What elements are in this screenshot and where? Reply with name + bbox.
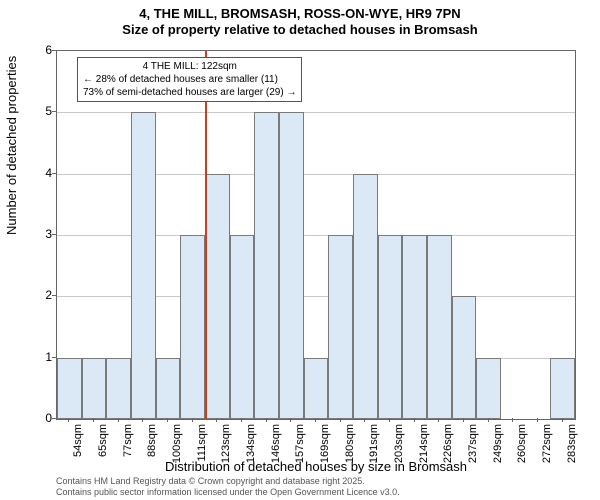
x-tick-label: 77sqm [122, 424, 134, 457]
x-tick-label: 249sqm [492, 424, 504, 463]
x-tick-label: 226sqm [442, 424, 454, 463]
bar [254, 112, 279, 419]
bar [180, 235, 205, 419]
annotation-larger: 73% of semi-detached houses are larger (… [83, 86, 296, 99]
x-tick-label: 203sqm [393, 424, 405, 463]
bar [230, 235, 255, 419]
bar [353, 174, 378, 419]
y-tick-label: 1 [30, 350, 52, 364]
bar [279, 112, 304, 419]
y-tick-label: 0 [30, 411, 52, 425]
x-tick-label: 123sqm [220, 424, 232, 463]
y-tick-label: 5 [30, 104, 52, 118]
y-tick-label: 3 [30, 227, 52, 241]
reference-line [205, 51, 207, 419]
bar [402, 235, 427, 419]
y-tick-label: 4 [30, 166, 52, 180]
bar [205, 174, 230, 419]
x-tick-label: 260sqm [516, 424, 528, 463]
annotation-title: 4 THE MILL: 122sqm [83, 60, 296, 73]
chart-container: 4, THE MILL, BROMSASH, ROSS-ON-WYE, HR9 … [0, 0, 600, 500]
x-tick-label: 111sqm [196, 424, 208, 462]
bar [106, 358, 131, 419]
x-tick-label: 54sqm [72, 424, 84, 457]
x-tick-label: 272sqm [541, 424, 553, 463]
x-tick-label: 157sqm [294, 424, 306, 463]
x-tick-label: 169sqm [319, 424, 331, 463]
footer-line-2: Contains public sector information licen… [56, 487, 400, 498]
bar [378, 235, 403, 419]
x-tick-label: 283sqm [566, 424, 578, 463]
x-tick-label: 180sqm [344, 424, 356, 463]
bar [452, 296, 477, 419]
y-axis-label: Number of detached properties [4, 56, 19, 235]
plot-area: 4 THE MILL: 122sqm← 28% of detached hous… [56, 50, 576, 420]
bar [82, 358, 107, 419]
x-axis-label: Distribution of detached houses by size … [56, 459, 576, 474]
title-line-2: Size of property relative to detached ho… [0, 22, 600, 38]
footer-line-1: Contains HM Land Registry data © Crown c… [56, 476, 400, 487]
bar [328, 235, 353, 419]
y-tick-label: 6 [30, 43, 52, 57]
bar [304, 358, 329, 419]
bar [131, 112, 156, 419]
y-tick-label: 2 [30, 288, 52, 302]
x-tick-label: 146sqm [270, 424, 282, 463]
x-tick-label: 100sqm [171, 424, 183, 463]
x-tick-label: 88sqm [146, 424, 158, 457]
chart-footer: Contains HM Land Registry data © Crown c… [56, 476, 400, 498]
x-tick-label: 134sqm [245, 424, 257, 463]
chart-title: 4, THE MILL, BROMSASH, ROSS-ON-WYE, HR9 … [0, 6, 600, 38]
x-tick-label: 214sqm [418, 424, 430, 463]
x-tick-label: 237sqm [467, 424, 479, 463]
x-tick-label: 65sqm [97, 424, 109, 457]
bar [550, 358, 575, 419]
title-line-1: 4, THE MILL, BROMSASH, ROSS-ON-WYE, HR9 … [0, 6, 600, 22]
bar [156, 358, 181, 419]
annotation-smaller: ← 28% of detached houses are smaller (11… [83, 73, 296, 86]
bar [476, 358, 501, 419]
bar [57, 358, 82, 419]
x-tick-label: 191sqm [368, 424, 380, 463]
bar [427, 235, 452, 419]
annotation-box: 4 THE MILL: 122sqm← 28% of detached hous… [77, 57, 302, 102]
